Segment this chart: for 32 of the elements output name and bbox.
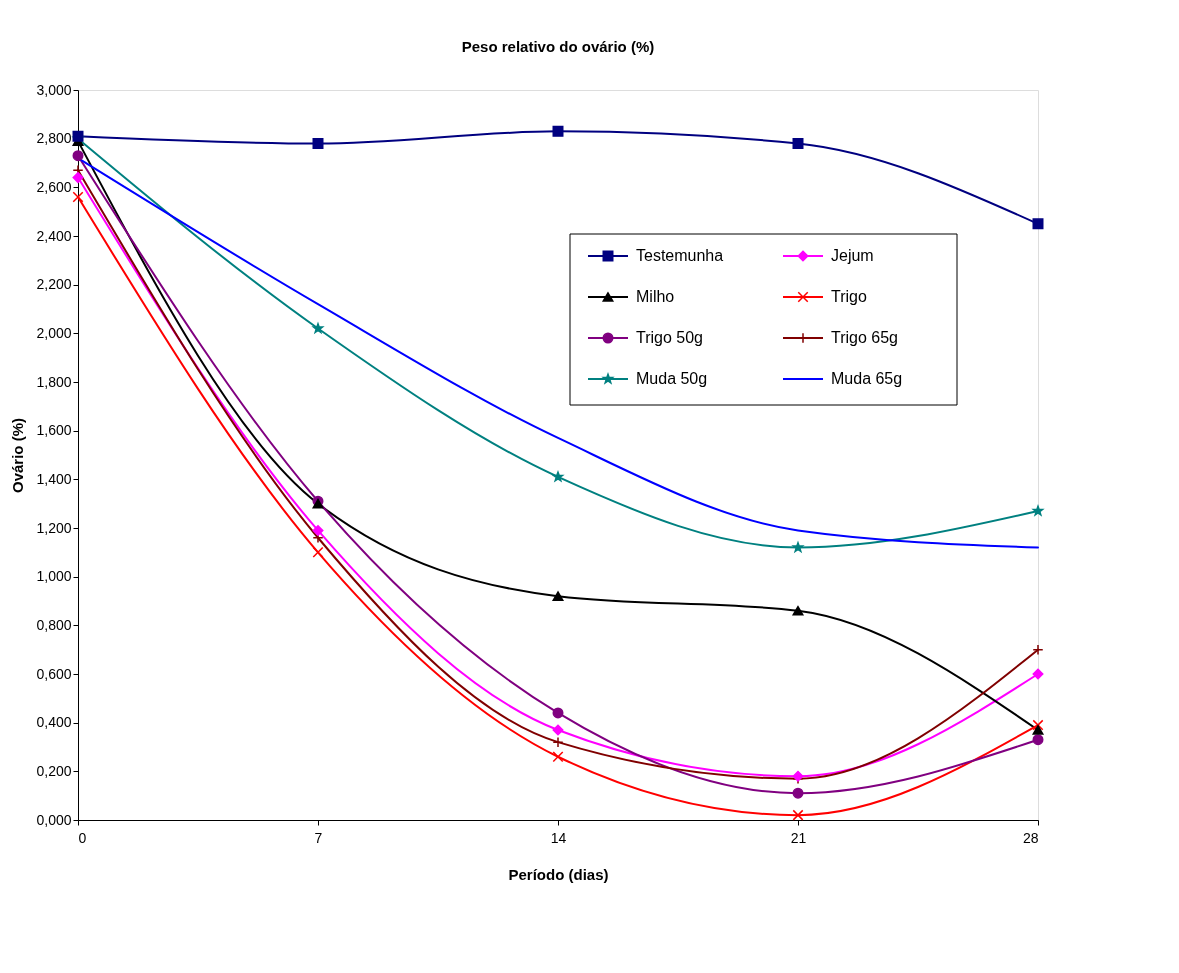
x-tick-label: 28 xyxy=(1022,829,1039,846)
y-tick-label: 0,400 xyxy=(36,714,72,731)
legend-label: Jejum xyxy=(831,247,874,264)
y-tick-label: 2,000 xyxy=(36,324,72,341)
legend-label: Muda 65g xyxy=(831,370,903,387)
y-axis-title: Ovário (%) xyxy=(9,417,27,494)
x-tick-label: 7 xyxy=(314,829,323,846)
y-tick-label: 3,000 xyxy=(36,81,72,98)
y-tick-label: 1,200 xyxy=(36,519,72,536)
y-tick-label: 0,800 xyxy=(36,616,72,633)
y-tick-label: 2,800 xyxy=(36,130,72,147)
chart-title: Peso relativo do ovário (%) xyxy=(461,38,655,55)
y-tick-label: 0,000 xyxy=(36,811,72,828)
legend-label: Trigo 65g xyxy=(831,329,898,346)
y-tick-label: 2,400 xyxy=(36,227,72,244)
y-tick-label: 1,400 xyxy=(36,470,72,487)
legend-label: Testemunha xyxy=(636,247,724,264)
x-tick-label: 14 xyxy=(550,829,567,846)
y-tick-label: 0,600 xyxy=(36,665,72,682)
legend-label: Milho xyxy=(636,288,675,305)
x-tick-label: 0 xyxy=(78,829,87,846)
y-tick-label: 2,600 xyxy=(36,178,72,195)
legend-label: Muda 50g xyxy=(636,370,708,387)
y-tick-label: 1,800 xyxy=(36,373,72,390)
y-tick-label: 0,200 xyxy=(36,762,72,779)
x-tick-label: 21 xyxy=(790,829,807,846)
y-tick-label: 1,600 xyxy=(36,422,72,439)
legend-label: Trigo 50g xyxy=(636,329,703,346)
y-tick-label: 2,200 xyxy=(36,276,72,293)
legend-label: Trigo xyxy=(831,288,867,305)
x-axis-title: Período (dias) xyxy=(508,865,609,883)
y-tick-label: 1,000 xyxy=(36,568,72,585)
